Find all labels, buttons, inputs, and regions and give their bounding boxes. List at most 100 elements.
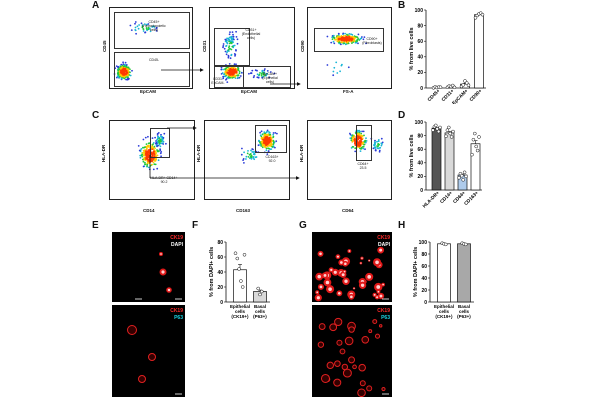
- bar-chart-f: 0 20 40 60 80% from DAPI+ cells Epithelial cel…: [209, 240, 270, 319]
- event-dot: [146, 152, 149, 154]
- event-dot: [155, 30, 158, 32]
- event-dot: [261, 69, 264, 72]
- event-dot: [222, 46, 224, 49]
- event-dot: [326, 35, 329, 38]
- event-dot: [155, 26, 158, 29]
- event-dot: [264, 68, 266, 70]
- event-dot: [376, 140, 378, 143]
- cell-ring: [148, 353, 156, 361]
- panel-letter-d: D: [398, 110, 406, 121]
- event-dot: [147, 161, 149, 164]
- event-dot: [252, 157, 255, 159]
- event-dot: [150, 160, 153, 163]
- event-dot: [225, 38, 227, 41]
- event-dot: [362, 130, 365, 133]
- cell-nucleus: [376, 285, 381, 289]
- event-dot: [138, 24, 140, 26]
- event-dot: [362, 147, 365, 150]
- event-dot: [351, 136, 354, 139]
- micrograph-e-bottom: CK19 P63: [112, 305, 185, 397]
- event-dot: [156, 145, 158, 148]
- event-dot: [156, 138, 159, 140]
- event-dot: [356, 138, 359, 141]
- event-dot: [163, 132, 166, 135]
- event-dot: [144, 163, 147, 166]
- gate-label-cd31-neg: CD31- EpCAM-: [211, 77, 225, 85]
- event-dot: [142, 165, 145, 168]
- y-tick-label: 0: [424, 300, 427, 306]
- y-tick-label: 40: [417, 55, 423, 61]
- event-dot: [266, 142, 269, 145]
- event-dot: [347, 66, 350, 69]
- gate-label-cd31-pos: CD31+ (Endothelial cells): [241, 28, 261, 40]
- event-dot: [235, 36, 238, 38]
- event-dot: [342, 35, 345, 37]
- channel-label-e-bottom-ck19: CK19: [170, 308, 183, 314]
- event-dot: [354, 137, 356, 140]
- category-label: CD163+: [463, 190, 480, 207]
- cell-ring: [318, 323, 326, 330]
- event-dot: [330, 41, 333, 44]
- event-dot: [122, 65, 125, 68]
- data-point: [461, 178, 465, 182]
- event-dot: [359, 143, 362, 146]
- event-dot: [153, 163, 156, 166]
- data-point: [260, 289, 264, 294]
- event-dot: [344, 32, 346, 35]
- event-dot: [362, 141, 364, 144]
- cell-nucleus: [336, 255, 340, 258]
- event-dot: [258, 73, 261, 76]
- event-dot: [268, 142, 271, 144]
- cell-nucleus: [379, 248, 383, 252]
- event-dot: [229, 69, 232, 72]
- cell-nucleus: [316, 296, 320, 300]
- event-dot: [225, 73, 228, 75]
- event-dot: [236, 74, 239, 77]
- event-dot: [157, 132, 160, 134]
- axis-label-a3-x: FS-A: [343, 89, 354, 94]
- event-dot: [144, 31, 146, 34]
- event-dot: [159, 145, 162, 148]
- event-dot: [333, 66, 336, 69]
- event-dot: [253, 158, 256, 161]
- event-dot: [334, 38, 336, 41]
- event-dot: [337, 35, 339, 38]
- event-dot: [352, 139, 354, 142]
- event-dot: [224, 50, 227, 53]
- event-dot: [360, 134, 363, 137]
- event-dot: [157, 141, 159, 144]
- event-dot: [159, 149, 162, 152]
- event-dot: [357, 132, 360, 135]
- event-dot: [342, 38, 345, 41]
- cell-nucleus: [341, 273, 345, 277]
- y-tick-label: 20: [421, 288, 427, 294]
- cell-nucleus: [368, 259, 370, 262]
- event-dot: [155, 158, 158, 161]
- event-dot: [140, 148, 143, 150]
- event-dot: [125, 66, 127, 68]
- cell-ring: [352, 364, 357, 370]
- event-dot: [147, 149, 150, 151]
- axis-label-c3-x: CD64: [342, 208, 354, 213]
- event-dot: [248, 72, 250, 75]
- event-dot: [231, 31, 234, 33]
- event-dot: [265, 72, 268, 75]
- bar: [233, 269, 247, 303]
- cell-ring: [320, 373, 330, 383]
- category-label: Basal cells (P63+): [253, 304, 267, 319]
- event-dot: [152, 168, 155, 171]
- y-tick-label: 0: [420, 86, 423, 92]
- data-point: [449, 135, 454, 139]
- event-dot: [134, 29, 137, 31]
- gate-cd64-pos: [356, 125, 372, 161]
- event-dot: [148, 166, 150, 169]
- event-dot: [229, 31, 231, 33]
- event-dot: [230, 41, 233, 44]
- event-dot: [156, 154, 159, 157]
- event-dot: [271, 140, 273, 142]
- event-dot: [122, 61, 124, 64]
- event-dot: [131, 69, 133, 72]
- event-dot: [146, 163, 149, 166]
- cell-nucleus: [373, 293, 376, 296]
